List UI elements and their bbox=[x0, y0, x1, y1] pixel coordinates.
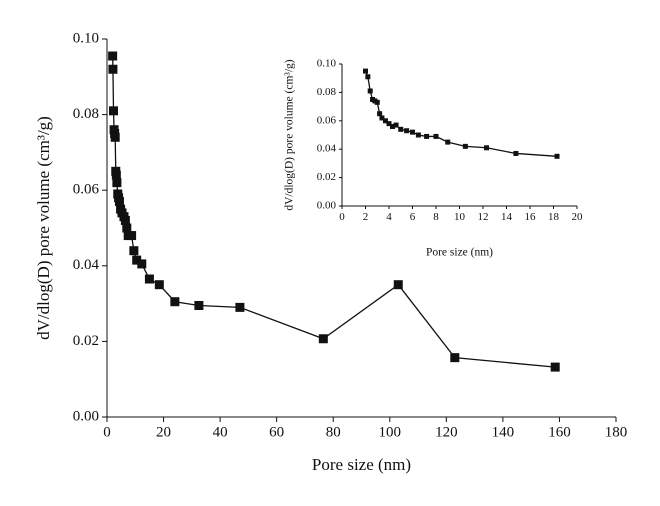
x-tick-label: 12 bbox=[478, 211, 489, 223]
x-tick-label: 0 bbox=[103, 425, 111, 441]
data-point bbox=[450, 353, 460, 363]
data-point bbox=[367, 88, 373, 94]
x-tick-label: 120 bbox=[435, 425, 458, 441]
data-point bbox=[410, 129, 415, 135]
data-point bbox=[386, 121, 392, 127]
data-point bbox=[393, 280, 403, 290]
y-tick-label: 0.10 bbox=[317, 58, 337, 70]
x-tick-label: 160 bbox=[548, 425, 571, 441]
data-point bbox=[235, 302, 245, 312]
x-tick-label: 6 bbox=[410, 211, 416, 223]
data-point bbox=[114, 197, 124, 207]
y-tick-label: 0.04 bbox=[317, 143, 337, 155]
data-point bbox=[433, 133, 439, 139]
data-point bbox=[194, 300, 204, 310]
y-tick-label: 0.08 bbox=[73, 106, 99, 122]
data-point bbox=[154, 280, 164, 290]
x-tick-label: 180 bbox=[605, 425, 628, 441]
data-point bbox=[122, 223, 132, 233]
x-tick-label: 0 bbox=[339, 211, 345, 223]
y-tick-label: 0.06 bbox=[317, 114, 337, 126]
y-tick-label: 0.02 bbox=[317, 171, 336, 183]
data-point bbox=[108, 64, 118, 74]
data-point bbox=[129, 246, 139, 256]
y-tick-label: 0.06 bbox=[73, 182, 100, 198]
y-tick-label: 0.00 bbox=[317, 200, 337, 212]
data-point bbox=[415, 132, 421, 138]
x-tick-label: 10 bbox=[454, 211, 466, 223]
data-point bbox=[404, 128, 410, 134]
y-tick-label: 0.08 bbox=[317, 86, 337, 98]
data-point bbox=[108, 51, 118, 61]
data-point bbox=[365, 74, 371, 80]
x-tick-label: 16 bbox=[525, 211, 537, 223]
y-axis-title: dV/dlog(D) pore volume (cm³/g) bbox=[34, 116, 53, 340]
x-axis-title: Pore size (nm) bbox=[312, 455, 411, 474]
data-point bbox=[424, 133, 430, 139]
data-point bbox=[111, 170, 121, 180]
x-tick-label: 18 bbox=[548, 211, 560, 223]
data-point bbox=[390, 123, 396, 129]
y-tick-label: 0.10 bbox=[73, 30, 99, 46]
x-tick-label: 80 bbox=[326, 425, 341, 441]
x-tick-label: 14 bbox=[501, 211, 513, 223]
data-point bbox=[137, 259, 147, 269]
x-tick-label: 60 bbox=[269, 425, 284, 441]
y-tick-label: 0.04 bbox=[73, 257, 100, 273]
data-line bbox=[112, 55, 556, 368]
data-point bbox=[374, 99, 380, 105]
x-tick-label: 20 bbox=[572, 211, 584, 223]
data-point bbox=[445, 139, 451, 145]
data-point bbox=[554, 153, 560, 159]
data-point bbox=[550, 362, 560, 372]
data-line bbox=[364, 70, 558, 157]
y-axis-title: dV/dlog(D) pore volume (cm³/g) bbox=[284, 59, 296, 210]
data-point bbox=[132, 255, 142, 265]
data-point bbox=[379, 115, 385, 121]
x-tick-label: 2 bbox=[363, 211, 369, 223]
data-point bbox=[127, 231, 137, 241]
x-tick-label: 100 bbox=[379, 425, 402, 441]
x-tick-label: 8 bbox=[433, 211, 439, 223]
data-point bbox=[393, 122, 399, 128]
y-tick-label: 0.02 bbox=[73, 333, 99, 349]
data-point bbox=[484, 145, 490, 151]
data-point bbox=[112, 178, 122, 188]
data-point bbox=[462, 143, 468, 149]
data-point bbox=[377, 111, 383, 117]
data-point bbox=[363, 68, 368, 74]
x-tick-label: 140 bbox=[492, 425, 515, 441]
x-tick-label: 20 bbox=[156, 425, 171, 441]
data-point bbox=[382, 118, 388, 124]
data-point bbox=[109, 106, 119, 116]
data-point bbox=[170, 297, 180, 307]
data-point bbox=[120, 215, 130, 225]
data-point bbox=[513, 150, 519, 156]
y-tick-label: 0.00 bbox=[73, 408, 99, 424]
x-tick-label: 4 bbox=[386, 211, 392, 223]
data-point bbox=[398, 126, 404, 132]
data-point bbox=[318, 334, 328, 344]
data-point bbox=[144, 274, 154, 284]
x-axis-title: Pore size (nm) bbox=[426, 247, 493, 259]
data-point bbox=[110, 132, 120, 142]
x-tick-label: 40 bbox=[213, 425, 228, 441]
